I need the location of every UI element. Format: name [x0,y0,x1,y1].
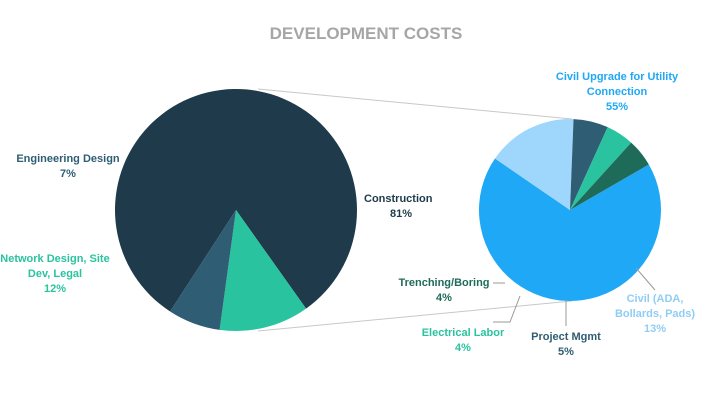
pie-slice-engineering-design [170,210,236,330]
pie-connector-lines [257,88,573,332]
pie-slice-civil-upgrade-for-utility-connection [478,158,661,301]
construction-breakdown-pie [478,119,661,301]
pie-slice-trenching-boring [570,142,649,210]
pie-slice-electrical-labor [570,127,632,210]
slice-value-civil-ada-bollards-pads: 13% [644,323,666,335]
slice-name-network-design-site-dev-legal: Dev, Legal [28,268,82,280]
slice-name-civil-ada-bollards-pads: Civil (ADA, [627,293,684,305]
slice-value-trenching-boring: 4% [436,292,452,304]
slice-name-engineering-design: Engineering Design [16,153,120,165]
slice-name-civil-ada-bollards-pads: Bollards, Pads) [615,308,695,320]
slice-name-project-mgmt: Project Mgmt [531,331,601,343]
slice-name-civil-upgrade-for-utility-connection: Civil Upgrade for Utility [556,71,679,83]
pie-slice-civil-ada-bollards-pads [494,119,574,210]
slice-value-electrical-labor: 4% [455,342,471,354]
slice-name-construction: Construction [364,193,433,205]
slice-label-civil-upgrade-for-utility-connection: Civil Upgrade for Utility Connection 55% [556,71,679,113]
slice-value-engineering-design: 7% [60,168,76,180]
slice-label-engineering-design: Engineering Design 7% [16,153,120,180]
chart-title: DEVELOPMENT COSTS [270,24,463,43]
slice-name-network-design-site-dev-legal: Network Design, Site [0,253,109,265]
slice-name-civil-upgrade-for-utility-connection: Connection [587,86,648,98]
slice-value-project-mgmt: 5% [558,346,574,358]
slice-value-civil-upgrade-for-utility-connection: 55% [606,101,628,113]
slice-label-project-mgmt: Project Mgmt 5% [531,331,601,358]
slice-label-construction: Construction 81% [364,193,433,220]
slice-label-trenching-boring: Trenching/Boring 4% [398,277,489,304]
pie-slice-project-mgmt [570,119,608,210]
slice-label-civil-ada-bollards-pads: Civil (ADA, Bollards, Pads) 13% [615,293,695,335]
connector-line-bottom [257,300,573,332]
slice-value-network-design-site-dev-legal: 12% [44,283,66,295]
pie-labels: Construction 81% Network Design, Site Dev, … [0,71,695,358]
main-pie [114,88,357,331]
pie-slice-construction [114,88,357,312]
connector-line-top [257,88,573,120]
slice-label-electrical-labor: Electrical Labor 4% [422,327,505,354]
leader-civil-ada [635,267,656,291]
slice-value-construction: 81% [390,208,412,220]
slice-name-trenching-boring: Trenching/Boring [398,277,489,289]
slice-name-electrical-labor: Electrical Labor [422,327,505,339]
slice-label-network-design-site-dev-legal: Network Design, Site Dev, Legal 12% [0,253,109,295]
pie-slice-network-design-site-dev-legal [219,210,307,331]
leader-electrical-labor [493,295,521,323]
